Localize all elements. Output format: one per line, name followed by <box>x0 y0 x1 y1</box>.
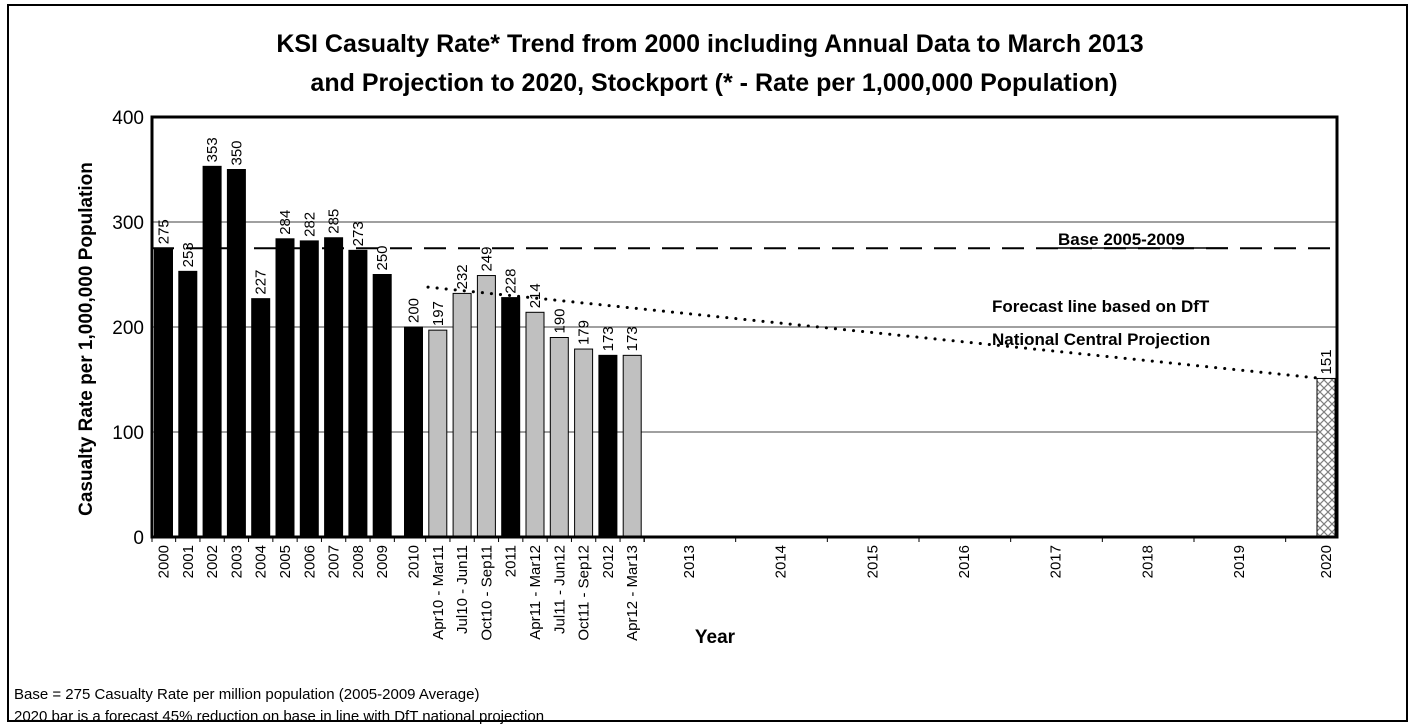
bar <box>154 247 173 538</box>
x-tick-label: 2012 <box>600 545 617 578</box>
data-label: 179 <box>576 320 593 345</box>
x-tick-label: 2019 <box>1231 545 1248 578</box>
data-label: 350 <box>228 140 245 165</box>
x-tick-label: Apr10 - Mar11 <box>430 545 447 640</box>
bar <box>622 354 642 538</box>
x-tick-label: 2001 <box>180 545 197 578</box>
x-tick-label: 2020 <box>1318 545 1335 578</box>
bar <box>549 337 569 538</box>
bar <box>574 348 594 538</box>
x-tick-label: 2003 <box>228 545 245 578</box>
base-line-label: Base 2005-2009 <box>1058 230 1185 249</box>
x-axis-title: Year <box>695 627 736 648</box>
bars <box>154 165 1336 538</box>
data-label: 190 <box>551 308 568 333</box>
x-tick-label: 2014 <box>773 545 790 578</box>
x-tick-label: 2000 <box>156 545 173 578</box>
bar <box>324 237 344 538</box>
x-tick-label: 2010 <box>406 545 423 578</box>
bar <box>226 169 246 538</box>
x-tick-label: 2011 <box>503 545 520 577</box>
x-tick-label: 2007 <box>326 545 343 578</box>
y-tick-labels: 0 100 200 300 400 <box>112 108 144 549</box>
x-tick-label: 2002 <box>204 545 221 578</box>
bar <box>598 354 618 538</box>
x-tick-label: 2017 <box>1048 545 1065 578</box>
data-label: 282 <box>301 212 318 237</box>
bar <box>1316 377 1336 538</box>
data-labels: 275 253 353 350 227 284 282 285 273 250 200 197 232 2… <box>156 137 1336 374</box>
data-label: 253 <box>180 242 197 267</box>
data-label: 173 <box>600 326 617 351</box>
x-tick-label: Apr11 - Mar12 <box>527 545 544 640</box>
y-tick-label: 300 <box>112 213 144 234</box>
footnote-2: 2020 bar is a forecast 45% reduction on … <box>14 708 544 725</box>
data-label: 273 <box>350 221 367 246</box>
bar <box>501 297 521 538</box>
x-tick-label: Apr12 - Mar13 <box>624 545 641 641</box>
x-tick-label: 2009 <box>374 545 391 578</box>
x-tick-label: Jul10 - Jun11 <box>454 545 471 634</box>
bar <box>299 240 319 538</box>
data-label: 173 <box>624 326 641 351</box>
data-label: 284 <box>277 210 294 235</box>
data-label: 227 <box>253 270 270 295</box>
chart-title-line-2: and Projection to 2020, Stockport (* - R… <box>310 69 1117 97</box>
bar <box>251 298 271 538</box>
bar <box>275 238 295 538</box>
bar <box>525 311 545 538</box>
bar <box>372 274 392 538</box>
x-tick-label: Oct10 - Sep11 <box>478 545 495 641</box>
data-label: 151 <box>1318 349 1335 374</box>
data-label: 200 <box>406 298 423 323</box>
data-label: 250 <box>374 245 391 270</box>
y-axis-title: Casualty Rate per 1,000,000 Population <box>76 162 97 516</box>
x-tick-label: 2005 <box>277 545 294 578</box>
bar <box>178 270 198 538</box>
bar <box>202 165 222 538</box>
x-tick-label: 2006 <box>301 545 318 578</box>
x-tick-label: 2018 <box>1139 545 1156 578</box>
data-label: 197 <box>430 301 447 326</box>
bar <box>476 275 496 538</box>
data-label: 249 <box>478 247 495 272</box>
x-tick-label: 2016 <box>956 545 973 578</box>
y-tick-label: 200 <box>112 318 144 339</box>
plot-area-border <box>150 115 1339 539</box>
y-tick-label: 100 <box>112 423 144 444</box>
footnote-1: Base = 275 Casualty Rate per million pop… <box>14 686 479 703</box>
y-tick-label: 0 <box>133 528 144 549</box>
data-label: 232 <box>454 264 471 289</box>
forecast-line-label-1: Forecast line based on DfT <box>992 297 1210 316</box>
bar <box>404 326 423 538</box>
data-label: 353 <box>204 137 221 162</box>
bar <box>428 329 448 538</box>
chart-title-line-1: KSI Casualty Rate* Trend from 2000 inclu… <box>276 30 1143 58</box>
forecast-line-label-2: National Central Projection <box>992 330 1210 349</box>
data-label: 285 <box>326 209 343 234</box>
x-tick-label: Jul11 - Jun12 <box>551 545 568 634</box>
data-label: 214 <box>527 283 544 308</box>
x-tick-label: 2013 <box>681 545 698 578</box>
x-tick-label: 2015 <box>864 545 881 578</box>
x-tick-label: Oct11 - Sep12 <box>576 545 593 641</box>
bar <box>452 292 472 538</box>
data-label: 275 <box>156 219 173 244</box>
x-tick-label: 2008 <box>350 545 367 578</box>
y-tick-label: 400 <box>112 108 144 129</box>
x-tick-labels: 2000 2001 2002 2003 2004 2005 2006 2007 2008 2009… <box>151 537 1335 641</box>
bar <box>348 249 368 538</box>
x-tick-label: 2004 <box>253 545 270 578</box>
chart-frame <box>7 4 1408 722</box>
data-label: 228 <box>503 269 520 294</box>
